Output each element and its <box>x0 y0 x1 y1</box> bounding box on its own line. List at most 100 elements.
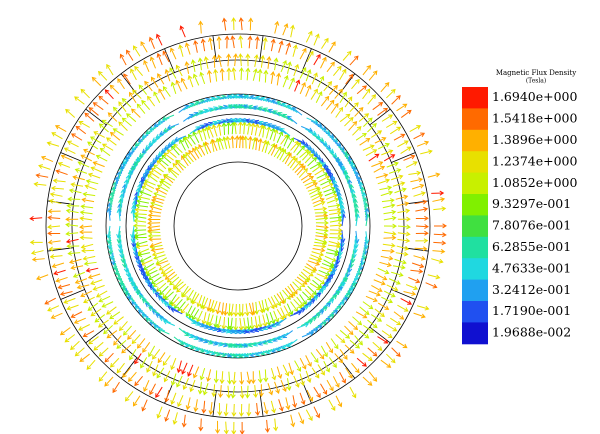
legend-label: 4.7633e-001 <box>492 260 571 275</box>
vector-arrow <box>145 126 157 135</box>
vector-arrow <box>223 303 229 317</box>
vector-arrow <box>292 395 298 409</box>
vector-arrow <box>294 79 301 92</box>
vector-arrow <box>335 395 343 408</box>
vector-arrow <box>405 284 419 291</box>
vector-arrow <box>183 113 194 122</box>
vector-arrow <box>65 208 79 214</box>
vector-arrow <box>29 215 43 221</box>
vector-arrow <box>91 76 102 87</box>
vector-arrow <box>301 125 314 133</box>
vector-arrow <box>261 124 267 138</box>
vector-arrow <box>119 53 127 66</box>
legend-swatch <box>462 279 488 302</box>
vector-arrow <box>88 336 99 345</box>
vector-arrow <box>301 331 315 338</box>
vector-arrow <box>52 178 66 184</box>
vector-arrow <box>192 131 200 143</box>
vector-arrow <box>351 362 360 374</box>
vector-arrow <box>413 132 426 140</box>
vector-arrow <box>140 41 148 53</box>
vector-arrow <box>162 288 172 299</box>
vector-arrow <box>315 321 327 329</box>
vector-arrow <box>118 321 128 332</box>
slot-line <box>369 326 391 344</box>
vector-arrow <box>309 188 321 195</box>
vector-arrow <box>163 173 176 181</box>
vector-arrow <box>335 334 346 344</box>
vector-arrow <box>250 122 256 136</box>
vector-arrow <box>193 345 205 353</box>
vector-arrow <box>273 294 281 307</box>
vector-arrow <box>57 284 71 290</box>
vector-arrow <box>319 317 331 326</box>
vector-arrow <box>397 238 411 244</box>
vector-arrow <box>237 303 243 317</box>
vector-arrow <box>306 117 319 124</box>
vector-arrow <box>116 362 125 374</box>
vector-arrow <box>65 108 76 118</box>
vector-arrow <box>367 319 378 329</box>
vector-arrow <box>250 371 256 385</box>
vector-arrow <box>216 122 222 136</box>
vector-arrow <box>169 276 180 286</box>
vector-arrow <box>187 111 199 120</box>
vector-arrow <box>79 229 93 235</box>
vector-arrow <box>134 207 148 213</box>
vector-arrow <box>40 155 54 163</box>
vector-arrow <box>276 308 284 321</box>
vector-arrow <box>299 81 306 95</box>
vector-arrow <box>170 357 177 371</box>
vector-arrow <box>413 191 426 197</box>
vector-arrow <box>410 268 424 274</box>
vector-arrow <box>135 203 149 209</box>
vector-arrow <box>244 303 250 317</box>
vector-arrow <box>126 113 137 123</box>
vector-arrow <box>200 38 206 52</box>
vector-arrow <box>354 335 363 346</box>
vector-arrow <box>395 251 409 257</box>
vector-arrow <box>183 341 195 350</box>
vector-arrow <box>132 89 142 99</box>
vector-arrow <box>396 340 408 349</box>
vector-arrow <box>414 246 428 252</box>
vector-arrow <box>187 74 194 88</box>
vector-arrow <box>245 67 251 81</box>
vector-arrow <box>348 321 359 331</box>
vector-arrow <box>55 276 68 283</box>
vector-arrow <box>198 418 204 432</box>
legend-swatch <box>462 129 488 152</box>
vector-arrow <box>148 36 156 49</box>
vector-arrow <box>98 95 109 105</box>
vector-arrow <box>127 371 137 382</box>
vector-arrow <box>352 166 358 179</box>
vector-arrow <box>49 254 63 260</box>
vector-arrow <box>121 117 132 127</box>
vector-arrow <box>134 137 145 147</box>
vector-arrow <box>356 85 367 95</box>
vector-arrow <box>316 273 329 280</box>
vector-arrow <box>149 123 161 131</box>
legend-swatch <box>462 258 488 281</box>
vector-arrow <box>208 402 214 415</box>
vector-arrow <box>234 135 240 149</box>
vector-arrow <box>246 403 252 417</box>
vector-arrow <box>277 332 289 341</box>
vector-arrow <box>231 67 237 81</box>
vector-arrow <box>397 208 411 214</box>
vector-arrow <box>198 347 211 354</box>
vector-arrow <box>248 17 254 31</box>
vector-arrow <box>133 223 147 229</box>
vector-arrow <box>199 367 206 381</box>
vector-arrow <box>276 293 285 305</box>
vector-arrow <box>230 385 236 399</box>
vector-arrow <box>213 68 219 82</box>
vector-arrow <box>305 30 313 43</box>
legend-label: 6.2855e-001 <box>492 239 571 254</box>
vector-arrow <box>218 385 224 399</box>
vector-arrow <box>278 399 284 412</box>
vector-arrow <box>239 421 245 434</box>
vector-arrow <box>184 42 191 55</box>
vector-arrow <box>283 134 290 147</box>
